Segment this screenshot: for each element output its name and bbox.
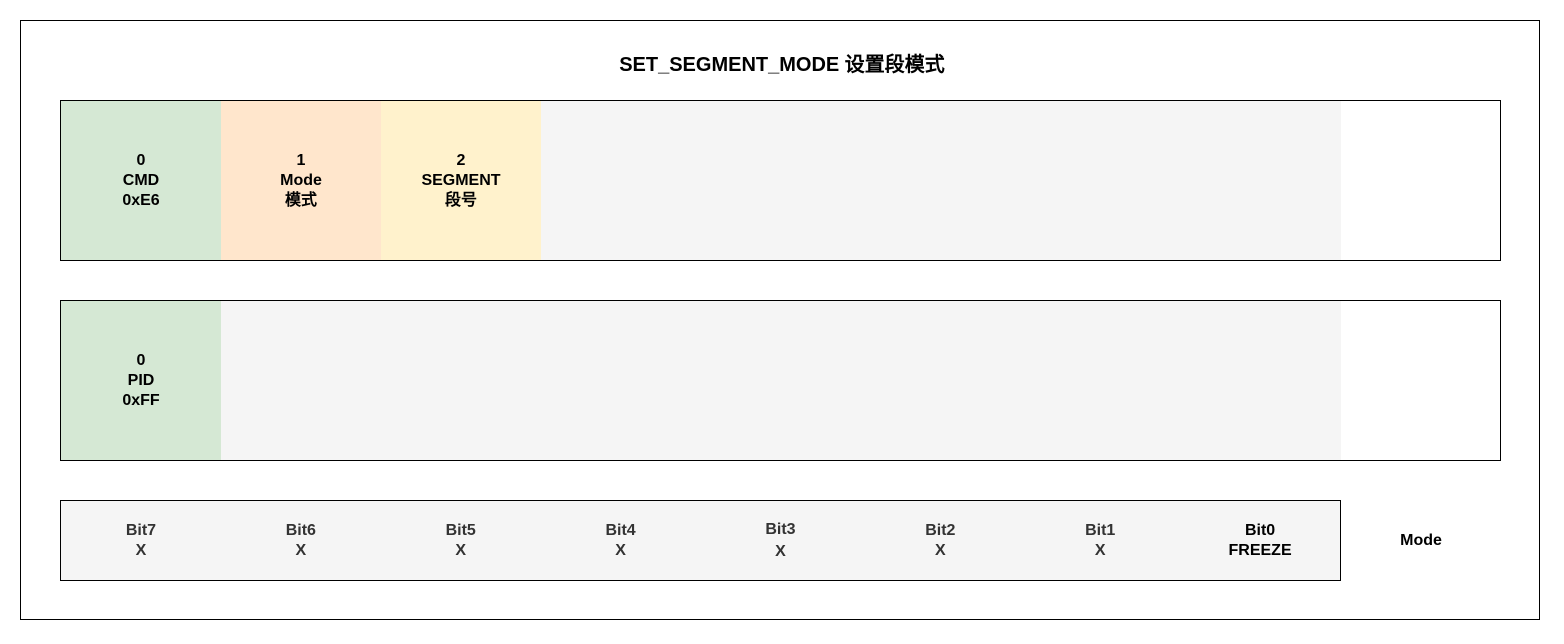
byte-value: 0xE6 [122, 191, 160, 209]
byte-index: 1 [296, 151, 306, 169]
bit-name: Bit2 [925, 521, 956, 539]
response-packet-row: 0 PID 0xFF [60, 300, 1501, 461]
byte-name: CMD [122, 171, 160, 189]
byte-value: 段号 [444, 191, 477, 209]
bit-name: Bit4 [605, 521, 636, 539]
bit-value: FREEZE [1228, 541, 1292, 559]
bit1-cell: Bit1 X [1020, 501, 1181, 580]
bit-value: X [775, 542, 786, 560]
bit7-cell: Bit7 X [61, 501, 221, 580]
bit-value: X [295, 541, 307, 559]
diagram-frame [20, 20, 1540, 620]
bit3-cell: Bit3 X [700, 501, 861, 580]
bit-value: X [135, 541, 147, 559]
bit-value: X [1094, 541, 1106, 559]
bit-name: Bit6 [285, 521, 316, 539]
bit-name: Bit3 [765, 520, 796, 538]
bit6-cell: Bit6 X [220, 501, 381, 580]
bit-name: Bit0 [1244, 521, 1276, 539]
bit2-cell: Bit2 X [860, 501, 1021, 580]
bit-name: Bit1 [1085, 521, 1116, 539]
bit-value: X [934, 541, 946, 559]
byte-cmd: 0 CMD 0xE6 [61, 101, 221, 260]
byte-value: 模式 [284, 191, 317, 209]
diagram-title: SET_SEGMENT_MODE 设置段模式 [619, 54, 945, 76]
bit-value: X [455, 541, 467, 559]
byte-name: PID [127, 371, 155, 389]
byte-segment: 2 SEGMENT 段号 [381, 101, 541, 260]
byte-mode: 1 Mode 模式 [221, 101, 381, 260]
bitfield-label: Mode [1400, 531, 1442, 549]
byte-index: 0 [136, 151, 146, 169]
bit-name: Bit5 [445, 521, 476, 539]
bit0-cell: Bit0 FREEZE [1180, 501, 1340, 580]
byte-name: SEGMENT [421, 171, 501, 189]
byte-pid: 0 PID 0xFF [61, 301, 221, 460]
command-packet-row: 0 CMD 0xE6 1 Mode 模式 2 SEGMENT 段号 [60, 100, 1501, 261]
byte-value: 0xFF [122, 391, 160, 409]
unused-bytes-area [541, 101, 1341, 260]
mode-bitfield-row: Bit7 X Bit6 X Bit5 X Bit4 X Bit3 X Bit2 … [60, 500, 1341, 581]
bit5-cell: Bit5 X [380, 501, 541, 580]
unused-bytes-area [221, 301, 1341, 460]
bit-value: X [615, 541, 626, 559]
byte-index: 0 [136, 351, 146, 369]
byte-name: Mode [280, 171, 322, 189]
bit4-cell: Bit4 X [540, 501, 701, 580]
bit-name: Bit7 [125, 521, 157, 539]
byte-index: 2 [456, 151, 466, 169]
